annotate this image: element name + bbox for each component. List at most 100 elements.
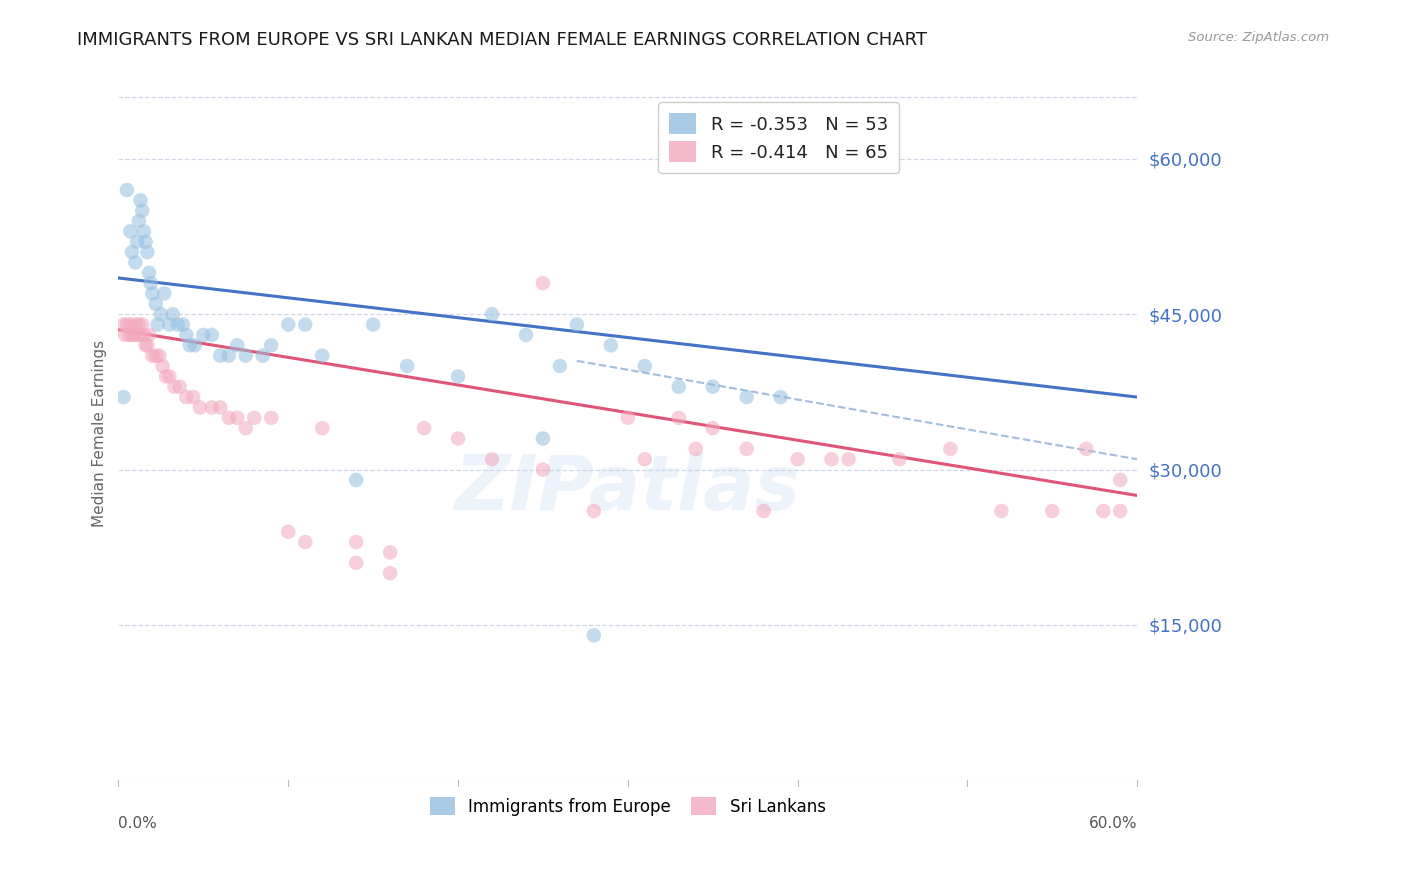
Point [218, 410, 240, 425]
Point [128, 214, 150, 228]
Point [129, 194, 152, 208]
Point [235, 421, 257, 435]
Point [235, 349, 257, 363]
Point [378, 566, 401, 581]
Point [260, 338, 283, 352]
Point [413, 421, 436, 435]
Point [531, 432, 554, 446]
Point [112, 390, 135, 404]
Point [378, 545, 401, 559]
Point [117, 327, 139, 342]
Point [277, 318, 299, 332]
Y-axis label: Median Female Earnings: Median Female Earnings [93, 340, 107, 527]
Point [769, 390, 792, 404]
Point [162, 307, 184, 321]
Point [735, 390, 758, 404]
Point [169, 380, 191, 394]
Point [1076, 442, 1098, 456]
Point [1092, 504, 1115, 518]
Point [146, 318, 169, 332]
Point [127, 235, 149, 249]
Point [226, 338, 249, 352]
Point [344, 556, 367, 570]
Point [135, 235, 157, 249]
Point [201, 327, 224, 342]
Point [634, 452, 657, 467]
Point [115, 183, 138, 197]
Point [226, 410, 249, 425]
Point [361, 318, 384, 332]
Point [396, 359, 419, 373]
Point [311, 349, 333, 363]
Text: 60.0%: 60.0% [1088, 816, 1137, 831]
Point [634, 359, 657, 373]
Point [152, 359, 174, 373]
Point [599, 338, 621, 352]
Point [145, 349, 167, 363]
Point [481, 452, 503, 467]
Point [193, 327, 215, 342]
Point [209, 401, 232, 415]
Point [176, 390, 198, 404]
Point [820, 452, 842, 467]
Point [565, 318, 588, 332]
Text: 0.0%: 0.0% [118, 816, 157, 831]
Point [277, 524, 299, 539]
Point [153, 286, 176, 301]
Point [260, 410, 283, 425]
Point [218, 349, 240, 363]
Point [157, 369, 180, 384]
Point [702, 380, 724, 394]
Point [127, 327, 149, 342]
Point [132, 224, 155, 238]
Point [112, 318, 135, 332]
Point [668, 410, 690, 425]
Point [617, 410, 640, 425]
Point [124, 318, 146, 332]
Point [128, 318, 150, 332]
Point [121, 245, 143, 260]
Point [668, 380, 690, 394]
Point [786, 452, 808, 467]
Point [157, 318, 180, 332]
Point [531, 462, 554, 476]
Point [447, 432, 470, 446]
Point [702, 421, 724, 435]
Point [515, 327, 537, 342]
Point [167, 318, 190, 332]
Point [132, 327, 155, 342]
Point [838, 452, 860, 467]
Point [201, 401, 224, 415]
Point [252, 349, 274, 363]
Point [176, 327, 198, 342]
Point [148, 349, 170, 363]
Text: Source: ZipAtlas.com: Source: ZipAtlas.com [1188, 31, 1329, 45]
Point [179, 338, 201, 352]
Point [685, 442, 707, 456]
Point [447, 369, 470, 384]
Point [181, 390, 204, 404]
Point [1109, 473, 1132, 487]
Point [582, 628, 605, 642]
Point [1109, 504, 1132, 518]
Point [135, 338, 157, 352]
Point [115, 318, 138, 332]
Point [145, 297, 167, 311]
Point [344, 535, 367, 549]
Point [114, 327, 136, 342]
Point [582, 504, 605, 518]
Point [311, 421, 333, 435]
Point [184, 338, 207, 352]
Point [294, 535, 316, 549]
Point [121, 327, 143, 342]
Point [120, 224, 142, 238]
Point [344, 473, 367, 487]
Point [129, 327, 152, 342]
Point [531, 276, 554, 290]
Point [1040, 504, 1063, 518]
Point [136, 338, 159, 352]
Point [548, 359, 571, 373]
Point [141, 286, 163, 301]
Point [243, 410, 266, 425]
Point [149, 307, 172, 321]
